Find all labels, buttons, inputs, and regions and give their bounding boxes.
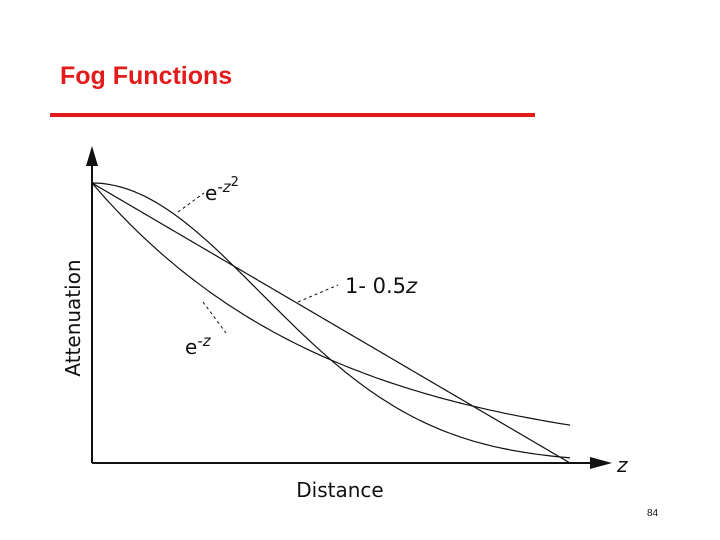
gaussian-curve <box>91 182 571 459</box>
leaders <box>177 192 339 334</box>
y-arrow <box>86 146 98 166</box>
variable: z <box>405 274 418 298</box>
exponential-curve <box>91 182 571 426</box>
x-axis-label: Distance <box>296 478 383 502</box>
gaussian-label: e-z2 <box>205 175 239 205</box>
x-axis-symbol: z <box>616 453 628 477</box>
exponential-label: e-z <box>185 332 212 359</box>
leader-line <box>202 301 227 334</box>
title-rule <box>50 113 535 117</box>
exponent-power: 2 <box>231 175 239 190</box>
axes <box>91 160 600 464</box>
exponent: -z <box>217 178 231 196</box>
page-number: 84 <box>647 508 659 519</box>
y-axis-label: Attenuation <box>61 259 85 376</box>
text: 1- 0.5 <box>345 274 406 298</box>
curves <box>91 182 571 464</box>
exponent: -z <box>197 332 211 350</box>
base: e <box>185 335 197 359</box>
linear-label: 1- 0.5z <box>345 274 418 298</box>
slide-title: Fog Functions <box>60 62 232 90</box>
base: e <box>205 181 217 205</box>
linear-curve <box>91 182 571 464</box>
leader-line <box>297 284 339 303</box>
x-arrow <box>590 457 612 469</box>
leader-line <box>177 192 205 213</box>
